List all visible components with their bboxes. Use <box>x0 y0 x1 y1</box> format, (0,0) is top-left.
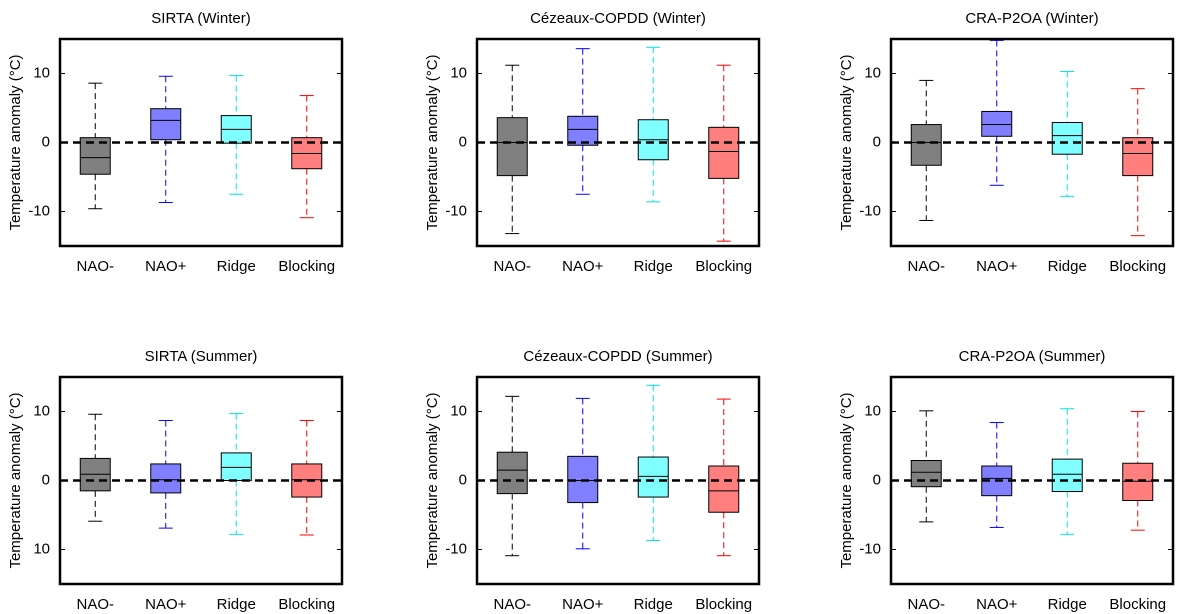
axes-frame <box>58 375 344 586</box>
y-tick-label: -10 <box>445 202 467 219</box>
x-tick-label: NAO+ <box>562 596 604 613</box>
box <box>1122 137 1154 177</box>
y-tick-label: -10 <box>859 202 881 219</box>
y-tick-label: -10 <box>859 540 881 557</box>
y-tick-label: 10 <box>864 64 881 81</box>
y-tick-label: 10 <box>864 402 881 419</box>
x-tick-label: Blocking <box>278 258 335 275</box>
y-tick-label: -10 <box>28 202 50 219</box>
y-tick-label: 10 <box>33 64 50 81</box>
box <box>496 451 528 495</box>
y-tick-label: -10 <box>445 540 467 557</box>
y-tick-label: 10 <box>450 64 467 81</box>
box <box>637 456 669 498</box>
x-tick-label: Ridge <box>1048 258 1087 275</box>
y-axis-label: Temperature anomaly (°C) <box>424 392 441 568</box>
axes-frame <box>889 375 1175 586</box>
panel-title: Cézeaux-COPDD (Winter) <box>530 10 706 27</box>
box <box>1051 121 1083 155</box>
y-tick-label: 10 <box>450 402 467 419</box>
x-tick-label: NAO+ <box>562 258 604 275</box>
x-tick-label: Blocking <box>278 596 335 613</box>
box <box>567 115 599 146</box>
x-tick-label: NAO- <box>908 596 946 613</box>
x-tick-label: Ridge <box>1048 596 1087 613</box>
x-tick-label: NAO+ <box>976 258 1018 275</box>
box <box>1051 458 1083 493</box>
axes-frame <box>475 375 761 586</box>
y-axis-label: Temperature anomaly (°C) <box>7 392 24 568</box>
x-tick-label: NAO+ <box>145 596 187 613</box>
y-tick-label: 0 <box>873 133 881 150</box>
panel-title: SIRTA (Winter) <box>151 10 250 27</box>
box <box>910 459 942 488</box>
box <box>1122 462 1154 502</box>
y-tick-label: 0 <box>459 471 467 488</box>
panel-title: Cézeaux-COPDD (Summer) <box>523 348 712 365</box>
y-tick-label: 10 <box>33 540 50 557</box>
axes-frame <box>475 37 761 248</box>
x-tick-label: Ridge <box>217 258 256 275</box>
panel-title: CRA-P2OA (Winter) <box>965 10 1098 27</box>
box <box>708 465 740 513</box>
y-tick-label: 0 <box>42 471 50 488</box>
y-tick-label: 10 <box>33 402 50 419</box>
y-tick-label: 0 <box>459 133 467 150</box>
x-tick-label: NAO- <box>77 596 115 613</box>
y-axis-label: Temperature anomaly (°C) <box>838 392 855 568</box>
panel-title: SIRTA (Summer) <box>145 348 258 365</box>
y-axis-label: Temperature anomaly (°C) <box>424 54 441 230</box>
box <box>910 124 942 166</box>
x-tick-label: NAO+ <box>976 596 1018 613</box>
x-tick-label: NAO- <box>77 258 115 275</box>
panel-title: CRA-P2OA (Summer) <box>959 348 1106 365</box>
box <box>79 137 111 175</box>
x-tick-label: Blocking <box>695 596 752 613</box>
x-tick-label: NAO- <box>494 258 532 275</box>
x-tick-label: Ridge <box>634 258 673 275</box>
axes-frame <box>889 37 1175 248</box>
box <box>220 452 252 481</box>
x-tick-label: NAO- <box>494 596 532 613</box>
box <box>496 117 528 177</box>
y-axis-label: Temperature anomaly (°C) <box>7 54 24 230</box>
box <box>150 108 182 141</box>
y-tick-label: 0 <box>42 133 50 150</box>
y-tick-label: 0 <box>873 471 881 488</box>
y-axis-label: Temperature anomaly (°C) <box>838 54 855 230</box>
x-tick-label: Blocking <box>695 258 752 275</box>
x-tick-label: Blocking <box>1109 258 1166 275</box>
box <box>708 126 740 179</box>
x-tick-label: NAO+ <box>145 258 187 275</box>
x-tick-label: Ridge <box>217 596 256 613</box>
axes-frame <box>58 37 344 248</box>
x-tick-label: Blocking <box>1109 596 1166 613</box>
x-tick-label: NAO- <box>908 258 946 275</box>
box <box>150 463 182 494</box>
box <box>981 110 1013 137</box>
x-tick-label: Ridge <box>634 596 673 613</box>
